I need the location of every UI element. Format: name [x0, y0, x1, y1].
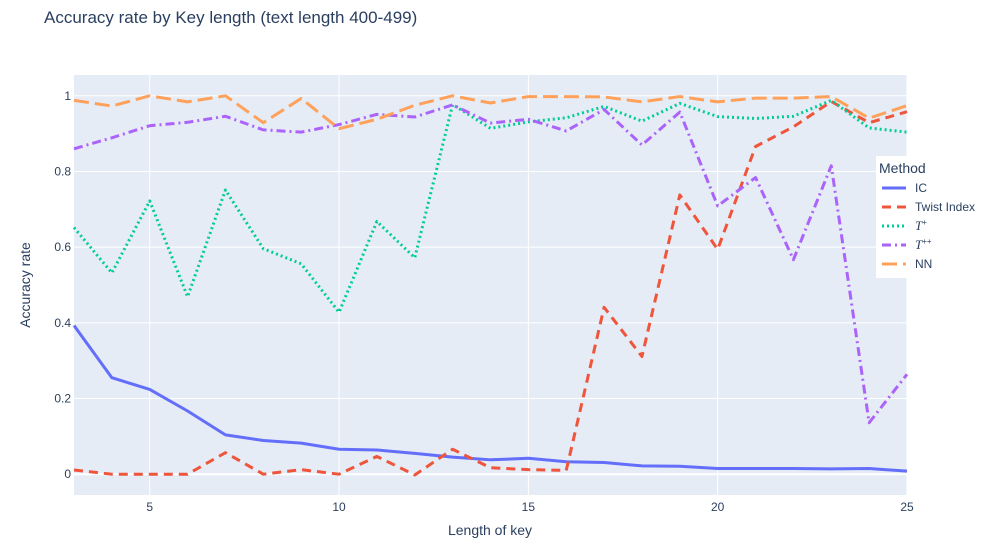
legend-label: T+: [915, 218, 927, 233]
y-tick-label: 0: [64, 467, 71, 481]
legend-label: NN: [915, 257, 932, 271]
x-axis-title: Length of key: [448, 522, 532, 538]
y-axis-title: Accuracy rate: [17, 242, 33, 328]
x-tick-label: 25: [900, 500, 914, 514]
x-tick-label: 15: [522, 500, 536, 514]
legend-title: Method: [879, 160, 926, 176]
series-layer: [72, 94, 909, 477]
legend-label: Twist Index: [915, 200, 975, 214]
x-tick-label: 20: [711, 500, 725, 514]
legend-item[interactable]: T++: [882, 237, 932, 252]
series-line-nn: [73, 94, 908, 131]
grid: [74, 75, 908, 495]
legend-item[interactable]: NN: [882, 257, 932, 271]
y-tick-labels: 0 0.2 0.4 0.6 0.8 1: [54, 89, 71, 481]
y-tick-label: 0.2: [54, 392, 71, 406]
legend-item[interactable]: Twist Index: [882, 200, 975, 214]
legend: Method IC Twist Index T+ T++ NN: [876, 156, 990, 278]
legend-item[interactable]: IC: [882, 181, 927, 195]
legend-label: IC: [915, 181, 927, 195]
y-tick-label: 0.4: [54, 316, 71, 330]
legend-item[interactable]: T+: [882, 218, 927, 233]
x-tick-label: 10: [332, 500, 346, 514]
series-line-t-: [72, 98, 908, 314]
chart-title: Accuracy rate by Key length (text length…: [44, 8, 418, 27]
y-tick-label: 0.8: [54, 164, 71, 178]
y-tick-label: 0.6: [54, 240, 71, 254]
legend-label: T++: [915, 237, 932, 252]
plot-background: [74, 75, 907, 495]
legend-items: IC Twist Index T+ T++ NN: [882, 181, 975, 271]
legend-background: [876, 156, 990, 278]
series-line-ic: [72, 324, 908, 473]
x-tick-label: 5: [146, 500, 153, 514]
y-tick-label: 1: [64, 89, 71, 103]
x-tick-labels: 5 10 15 20 25: [146, 500, 914, 514]
series-line-twist-index: [73, 99, 908, 477]
series-line-t-: [73, 103, 909, 425]
